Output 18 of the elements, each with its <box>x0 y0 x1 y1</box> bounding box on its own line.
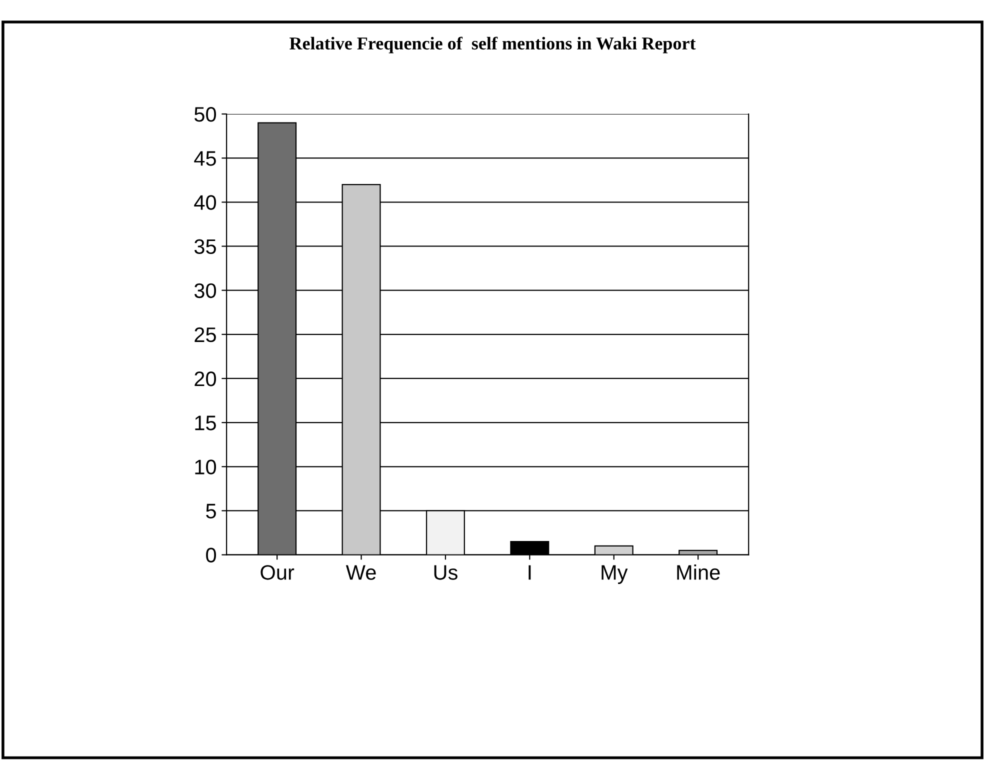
y-tick-label: 50 <box>194 107 216 122</box>
x-tick-label: I <box>528 565 531 580</box>
y-tick-label: 40 <box>194 195 216 210</box>
y-tick-label: 35 <box>194 239 216 254</box>
y-tick-label: 20 <box>194 371 216 386</box>
y-tick-label: 10 <box>195 460 216 474</box>
y-tick-label: 45 <box>194 151 216 166</box>
x-tick-label: My <box>602 565 628 584</box>
chart-title: Relative Frequencie of self mentions in Waki Report <box>290 36 696 54</box>
x-tick-label: Our <box>260 565 294 580</box>
x-tick-label: We <box>346 565 376 580</box>
y-tick-label: 30 <box>194 283 216 298</box>
x-tick-label: Us <box>434 565 458 580</box>
y-tick-label: 5 <box>206 504 216 518</box>
x-tick-label: Mine <box>677 564 720 580</box>
y-tick-label: 15 <box>195 416 216 430</box>
y-tick-label: 25 <box>194 327 216 342</box>
y-tick-label: 0 <box>206 548 216 563</box>
